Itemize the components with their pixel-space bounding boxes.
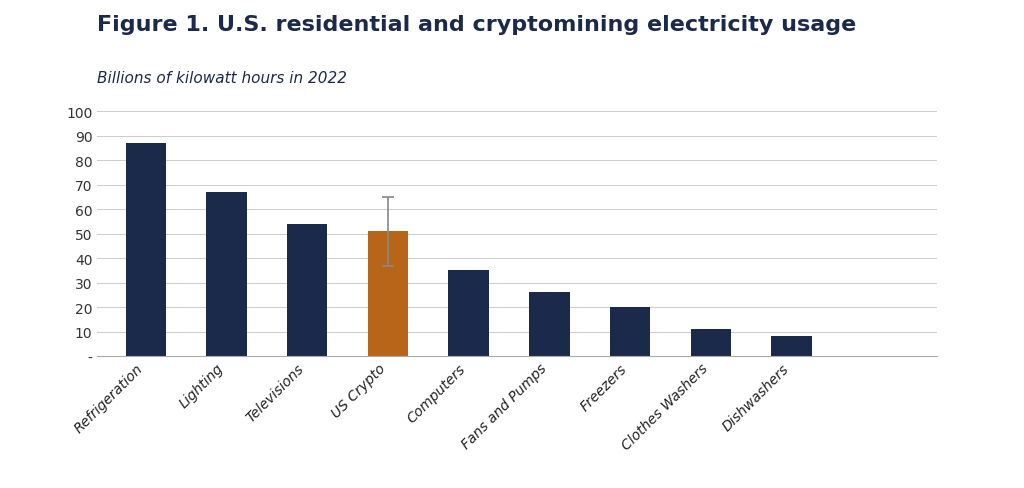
Text: Figure 1. U.S. residential and cryptomining electricity usage: Figure 1. U.S. residential and cryptomin… (97, 15, 856, 35)
Bar (206, 193, 247, 356)
Bar (287, 224, 328, 356)
Text: Billions of kilowatt hours in 2022: Billions of kilowatt hours in 2022 (97, 71, 347, 86)
Bar (771, 337, 812, 356)
Bar (691, 329, 731, 356)
Bar (368, 232, 409, 356)
Bar (449, 271, 488, 356)
Bar (610, 307, 650, 356)
Bar (529, 293, 569, 356)
Bar (126, 144, 166, 356)
